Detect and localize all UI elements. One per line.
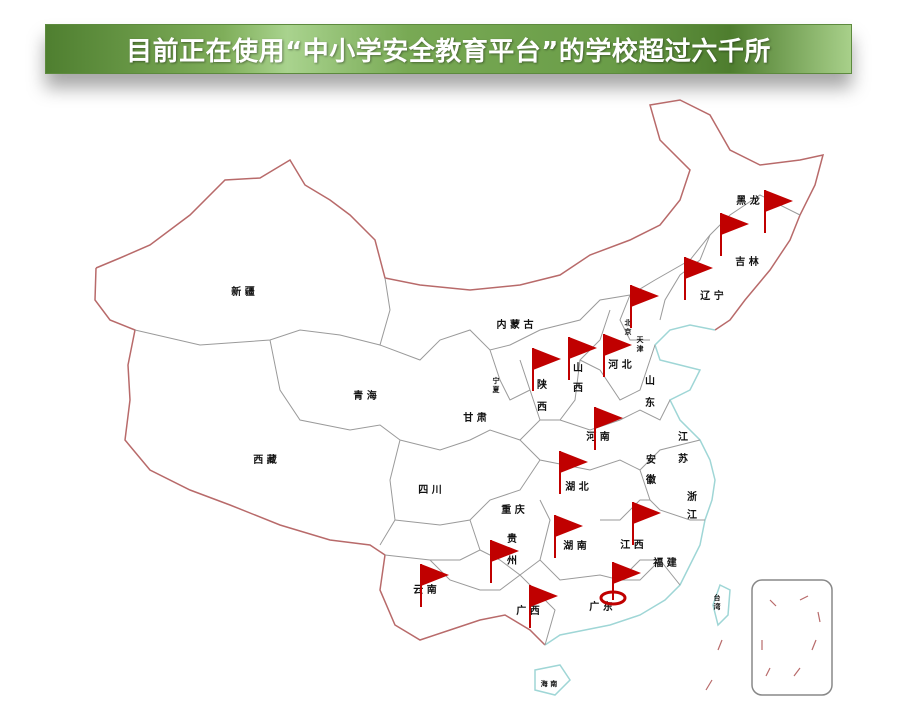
title-banner: 目前正在使用“中小学安全教育平台”的学校超过六千所 bbox=[45, 24, 852, 74]
province-label-guangdong: 广 东 bbox=[589, 600, 612, 613]
flag-icon bbox=[604, 334, 632, 356]
flag-icon bbox=[491, 540, 519, 562]
province-label-sichuan: 四 川 bbox=[418, 484, 441, 496]
province-label-anhui: 安徽 bbox=[645, 453, 657, 486]
west-border bbox=[94, 267, 546, 646]
province-label-shanxi: 山西 bbox=[573, 361, 583, 394]
flag-marker-guangxi[interactable] bbox=[529, 585, 558, 628]
flag-marker-hebei[interactable] bbox=[603, 334, 632, 377]
flag-marker-shanxi[interactable] bbox=[568, 337, 597, 380]
flag-icon bbox=[569, 337, 597, 359]
nine-dash-line bbox=[705, 595, 821, 691]
flag-marker-shaanxi[interactable] bbox=[532, 348, 561, 391]
flag-icon bbox=[560, 451, 588, 473]
province-label-neimenggu: 内 蒙 古 bbox=[497, 318, 534, 331]
south-china-sea-inset bbox=[751, 579, 833, 696]
province-lines bbox=[134, 194, 801, 646]
flag-icon bbox=[633, 502, 661, 524]
flag-marker-heilongjiang[interactable] bbox=[764, 190, 793, 233]
province-label-hunan: 湖 南 bbox=[563, 539, 586, 552]
province-label-gansu: 甘 肃 bbox=[463, 411, 486, 424]
flag-icon bbox=[631, 285, 659, 307]
province-label-tianjin: 天津 bbox=[637, 335, 645, 353]
province-label-hubei: 湖 北 bbox=[565, 480, 588, 493]
province-label-henan: 河 南 bbox=[586, 430, 609, 443]
province-label-jilin: 吉 林 bbox=[735, 255, 759, 268]
flag-marker-yunnan[interactable] bbox=[420, 564, 449, 607]
flag-icon bbox=[685, 257, 713, 279]
flag-marker-guangdong[interactable] bbox=[599, 562, 641, 606]
taiwan-island bbox=[712, 583, 731, 627]
flag-icon bbox=[765, 190, 793, 212]
province-label-shandong: 山东 bbox=[645, 374, 655, 409]
province-label-shaanxi: 陕西 bbox=[537, 378, 547, 413]
flag-icon bbox=[533, 348, 561, 370]
province-label-yunnan: 云 南 bbox=[413, 583, 436, 596]
page-title: 目前正在使用“中小学安全教育平台”的学校超过六千所 bbox=[126, 36, 771, 67]
flag-marker-guizhou[interactable] bbox=[490, 540, 519, 583]
flag-icon bbox=[721, 213, 749, 235]
province-label-heilongjiang: 黑 龙 bbox=[736, 194, 759, 207]
province-label-jiangsu: 江苏 bbox=[678, 430, 688, 465]
province-label-guangxi: 广 西 bbox=[516, 604, 539, 617]
hainan-island bbox=[534, 664, 571, 696]
province-label-xinjiang: 新 疆 bbox=[231, 285, 254, 298]
province-label-xizang: 西 藏 bbox=[253, 453, 276, 466]
flag-icon bbox=[595, 407, 623, 429]
flag-icon bbox=[555, 515, 583, 537]
province-label-liaoning: 辽 宁 bbox=[700, 289, 723, 302]
flag-marker-hubei[interactable] bbox=[559, 451, 588, 494]
flag-marker-liaoning[interactable] bbox=[684, 257, 713, 300]
flag-marker-henan[interactable] bbox=[594, 407, 623, 450]
province-label-ningxia: 宁夏 bbox=[492, 376, 501, 394]
province-label-fujian: 福 建 bbox=[652, 556, 677, 569]
flag-marker-jiangxi[interactable] bbox=[632, 502, 661, 545]
flag-marker-jilin[interactable] bbox=[720, 213, 749, 256]
flag-marker-hunan[interactable] bbox=[554, 515, 583, 558]
national-border bbox=[95, 99, 825, 331]
province-label-guizhou: 贵州 bbox=[506, 532, 517, 567]
province-label-beijing: 北京 bbox=[625, 318, 632, 336]
province-label-taiwan: 台湾 bbox=[714, 593, 721, 611]
province-label-qinghai: 青 海 bbox=[353, 389, 376, 402]
province-label-zhejiang: 浙江 bbox=[687, 490, 697, 521]
flag-icon bbox=[613, 562, 641, 584]
province-label-chongqing: 重 庆 bbox=[501, 503, 524, 516]
flag-icon bbox=[421, 564, 449, 586]
coastline bbox=[544, 324, 716, 646]
flag-icon bbox=[530, 585, 558, 607]
province-label-hainan: 海 南 bbox=[541, 679, 557, 688]
flag-marker-beijing[interactable] bbox=[630, 285, 659, 328]
province-label-hebei: 河 北 bbox=[608, 358, 631, 371]
